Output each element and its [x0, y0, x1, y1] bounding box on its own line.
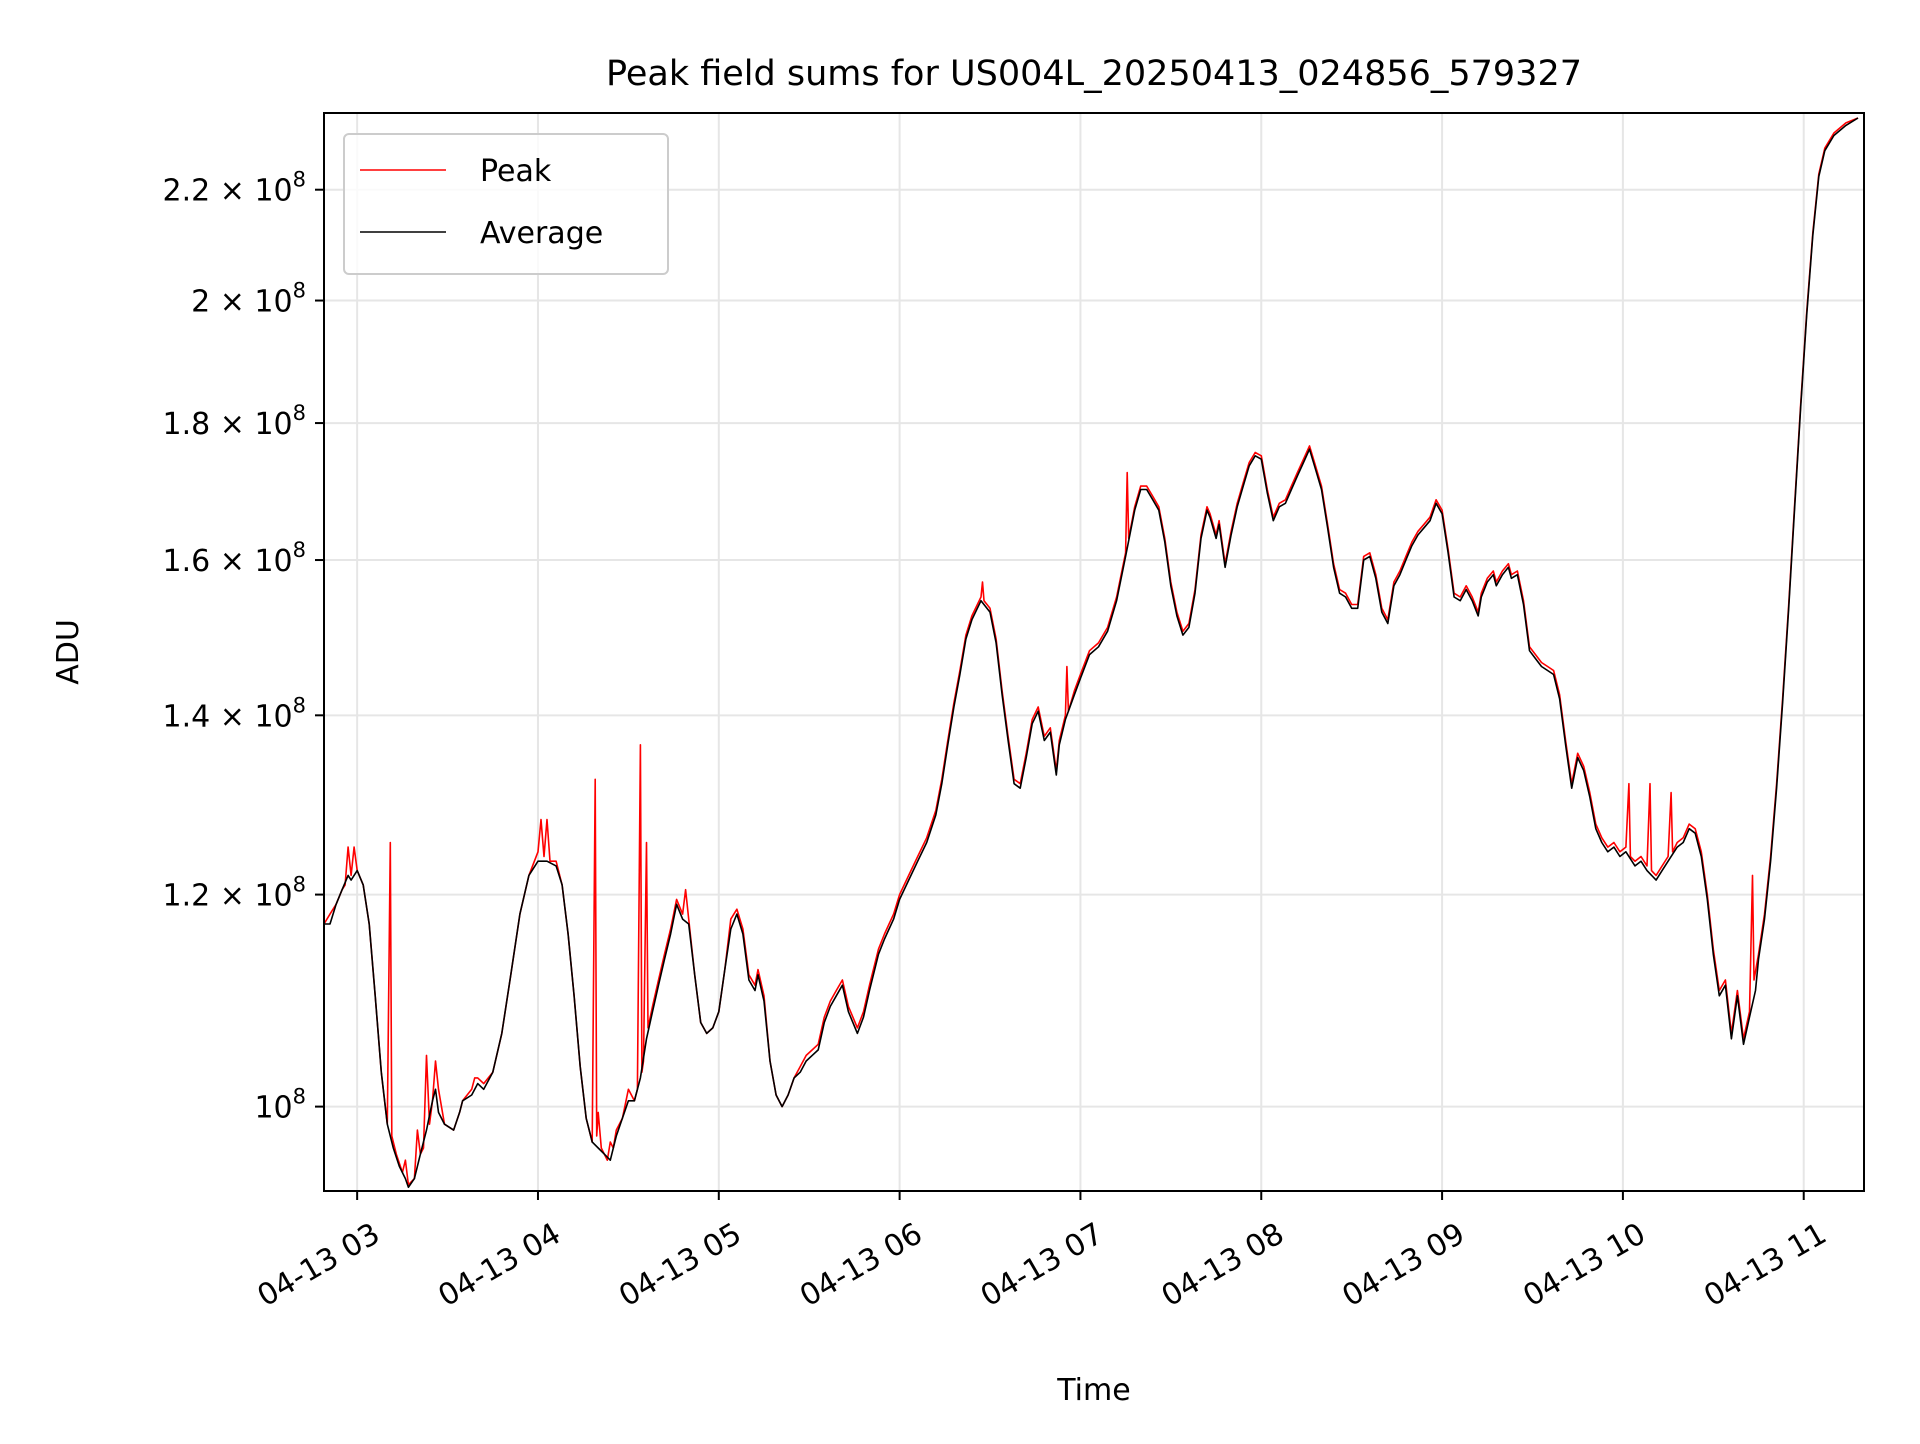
- y-tick-label: 1.2 × 108: [163, 873, 306, 914]
- y-axis-label: ADU: [51, 619, 86, 685]
- series-layer: [323, 117, 1859, 1189]
- legend-label-average: Average: [480, 216, 603, 251]
- y-tick-label: 1.6 × 108: [163, 538, 306, 579]
- x-axis-label: Time: [1056, 1373, 1130, 1408]
- chart-title: Peak field sums for US004L_20250413_0248…: [606, 54, 1582, 94]
- y-tick-label: 2.2 × 108: [163, 168, 306, 209]
- y-tick-label: 2 × 108: [191, 279, 306, 320]
- grid: [324, 113, 1864, 1191]
- series-average-line: [324, 117, 1859, 1189]
- legend-label-peak: Peak: [480, 154, 552, 189]
- series-peak-line: [323, 117, 1859, 1186]
- plot-frame: [323, 112, 1865, 1192]
- legend: Peak Average: [343, 133, 669, 275]
- y-tick-label: 1.4 × 108: [163, 693, 306, 734]
- y-tick-label: 108: [254, 1085, 306, 1126]
- y-axis: 108 1.2 × 108 1.4 × 108 1.6 × 108 1.8 × 108 2…: [163, 168, 324, 1126]
- y-tick-label: 1.8 × 108: [163, 401, 306, 442]
- legend-box: [343, 133, 669, 275]
